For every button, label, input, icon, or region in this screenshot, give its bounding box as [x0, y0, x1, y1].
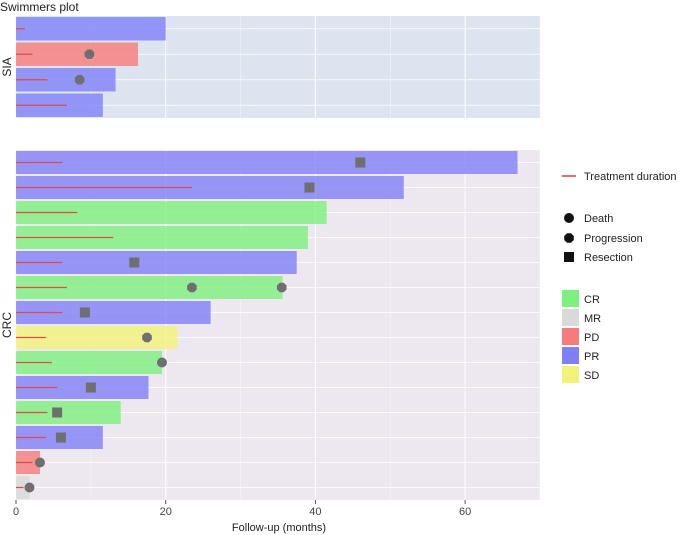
death-marker [24, 482, 35, 493]
death-marker [34, 457, 45, 468]
legend-marker-label: Resection [584, 252, 633, 264]
legend-progression-marker [564, 233, 574, 243]
resection-marker [79, 307, 90, 318]
legend-response-label: CR [584, 294, 600, 306]
resection-marker [85, 382, 96, 393]
resection-marker [52, 407, 63, 418]
legend-treatment-label: Treatment duration [584, 171, 677, 183]
death-marker [156, 357, 167, 368]
bar-cr [16, 226, 308, 249]
legend-marker-label: Death [584, 213, 613, 225]
panel-sia: SIA [0, 16, 541, 118]
x-axis: 0 20 40 60 [13, 500, 471, 518]
bar-pr [16, 151, 518, 174]
panel-label: SIA [0, 57, 14, 76]
legend-response-label: PR [584, 351, 599, 363]
resection-marker [55, 432, 66, 443]
legend-swatch-sd [562, 366, 579, 383]
legend-response-label: SD [584, 370, 599, 382]
bar-cr [16, 201, 327, 224]
resection-marker [304, 182, 315, 193]
legend-response-label: PD [584, 332, 599, 344]
bar-pr [16, 251, 297, 274]
legend-response-label: MR [584, 313, 601, 325]
legend: Treatment duration Death Progression Resect… [562, 171, 677, 383]
progression-marker [74, 74, 85, 85]
bar-sd [16, 326, 178, 349]
legend-death-marker [564, 213, 574, 223]
bar-pr [16, 68, 116, 92]
legend-swatch-pd [562, 328, 579, 345]
chart-title: Swimmers plot [0, 0, 79, 14]
x-tick-label: 20 [160, 506, 172, 518]
progression-marker [142, 332, 152, 343]
bar-cr [16, 276, 283, 299]
x-tick-label: 60 [459, 506, 471, 518]
legend-swatch-pr [562, 347, 579, 364]
legend-swatch-mr [562, 309, 579, 326]
progression-marker [276, 282, 287, 293]
progression-marker [187, 282, 197, 293]
x-tick-label: 0 [13, 506, 19, 518]
panels-layer: SIA CRC [0, 16, 541, 500]
panel-crc: CRC [0, 150, 541, 500]
legend-swatch-cr [562, 290, 579, 307]
progression-marker [84, 49, 95, 60]
legend-resection-marker [564, 252, 574, 262]
legend-marker-label: Progression [584, 233, 643, 245]
resection-marker [355, 157, 366, 168]
bar-pr [16, 301, 211, 324]
bar-pr [16, 17, 166, 41]
bar-pd [16, 42, 139, 66]
panel-label: CRC [0, 312, 14, 338]
x-axis-label: Follow-up (months) [232, 522, 326, 534]
x-tick-label: 40 [309, 506, 321, 518]
bar-cr [16, 401, 121, 424]
resection-marker [129, 257, 140, 268]
bar-cr [16, 351, 162, 374]
bar-pr [16, 176, 404, 199]
bar-pr [16, 376, 149, 399]
